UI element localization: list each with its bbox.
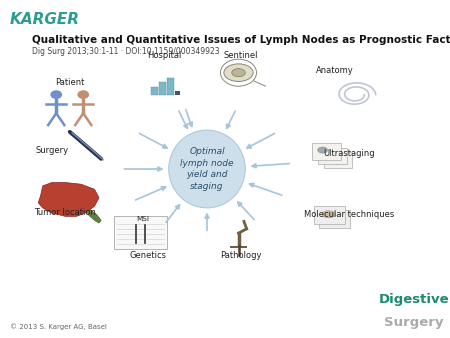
Text: Hospital: Hospital [147, 51, 181, 60]
Text: Pathology: Pathology [220, 251, 261, 260]
Ellipse shape [318, 147, 328, 153]
Text: © 2013 S. Karger AG, Basel: © 2013 S. Karger AG, Basel [10, 323, 107, 330]
Bar [159, 82, 166, 95]
Polygon shape [38, 183, 99, 216]
Text: Surgery: Surgery [384, 316, 444, 329]
FancyBboxPatch shape [312, 143, 341, 160]
Ellipse shape [224, 64, 253, 81]
Ellipse shape [169, 130, 245, 208]
Text: Tumor location: Tumor location [34, 209, 96, 217]
FancyBboxPatch shape [324, 152, 352, 168]
Ellipse shape [232, 69, 245, 77]
Text: Genetics: Genetics [130, 251, 167, 260]
Text: Qualitative and Quantitative Issues of Lymph Nodes as Prognostic Factor in Colon: Qualitative and Quantitative Issues of L… [32, 35, 450, 46]
Bar [167, 78, 174, 95]
Bar [151, 87, 158, 95]
Bar [230, 246, 247, 248]
FancyBboxPatch shape [314, 206, 345, 224]
Polygon shape [86, 210, 101, 223]
Text: KARGER: KARGER [10, 12, 80, 27]
Circle shape [50, 90, 62, 99]
Text: Sentinel: Sentinel [224, 51, 258, 60]
Text: Digestive: Digestive [379, 293, 449, 306]
Text: Dig Surg 2013;30:1-11 · DOI:10.1159/000349923: Dig Surg 2013;30:1-11 · DOI:10.1159/0003… [32, 47, 219, 56]
FancyBboxPatch shape [319, 210, 350, 228]
Text: Anatomy: Anatomy [316, 67, 354, 75]
Circle shape [77, 90, 89, 99]
FancyBboxPatch shape [114, 216, 167, 249]
Text: Surgery: Surgery [35, 146, 68, 155]
Text: MSI: MSI [136, 216, 149, 222]
Text: Ultrastaging: Ultrastaging [323, 149, 374, 158]
Ellipse shape [322, 211, 335, 218]
Bar [175, 91, 180, 95]
Text: Molecular techniques: Molecular techniques [304, 210, 394, 219]
Text: Patient: Patient [55, 78, 85, 87]
Text: Optimal
lymph node
yield and
staging: Optimal lymph node yield and staging [180, 147, 234, 191]
FancyBboxPatch shape [318, 148, 346, 164]
